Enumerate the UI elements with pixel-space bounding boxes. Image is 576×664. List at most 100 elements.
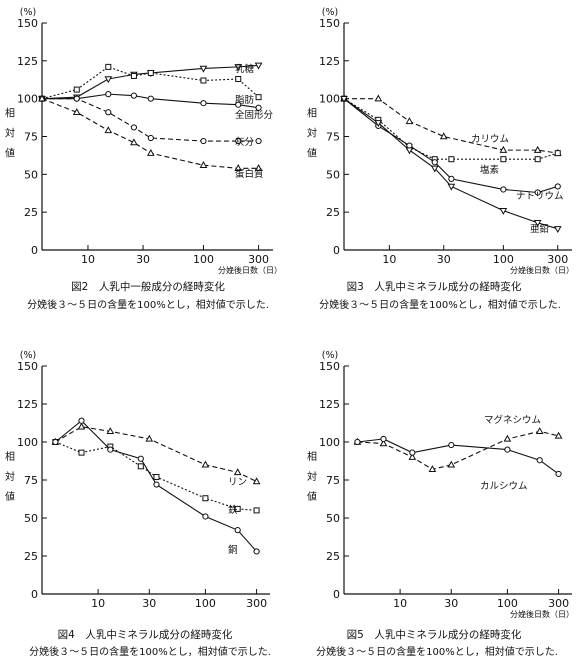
data-point [406, 142, 413, 149]
y-tick-label: 50 [326, 168, 340, 181]
data-point [145, 434, 154, 442]
series-4: 亜鉛 [340, 95, 562, 235]
figure-caption-title: 図4 人乳中ミネラル成分の経時変化 [58, 628, 233, 641]
y-tick-label: 25 [24, 206, 38, 219]
y-axis-label-char: 値 [5, 490, 15, 503]
data-point [52, 438, 59, 446]
y-tick-label: 150 [17, 360, 38, 373]
series-label: 灰分 [235, 136, 255, 148]
figure-caption-note: 分娩後３～５日の含量を100%とし，相対値で示した. [27, 298, 269, 311]
data-point [147, 69, 154, 76]
x-tick-label: 10 [91, 597, 105, 610]
y-tick-label: 125 [319, 55, 340, 68]
y-tick-label: 75 [24, 131, 38, 144]
data-point [202, 513, 209, 520]
series-5: 蛋白質 [38, 94, 264, 180]
data-point [253, 548, 260, 555]
data-point [553, 226, 562, 234]
x-tick-label: 30 [142, 597, 156, 610]
y-tick-label: 0 [333, 588, 340, 601]
series-line [55, 441, 257, 511]
data-point [534, 156, 541, 163]
data-point [374, 94, 383, 102]
y-axis-label-char: 相 [307, 450, 317, 463]
data-point [105, 91, 112, 98]
data-point [130, 124, 138, 131]
data-point [252, 477, 261, 485]
data-point [234, 505, 241, 512]
series-1: マグネシウム [353, 414, 563, 473]
data-point [504, 446, 511, 453]
data-point [105, 109, 112, 116]
y-axis-label-char: 対 [307, 470, 317, 483]
y-tick-label: 100 [17, 93, 38, 106]
chart-panel-1: 0 25 50 75 100 125 150 10 30 100 300 (%) 相対値分娩後日数（日）… [5, 7, 282, 311]
data-point [38, 94, 46, 102]
series-line [343, 98, 558, 230]
data-point [73, 86, 80, 93]
series-line [55, 426, 257, 483]
data-point [254, 164, 263, 171]
data-point [200, 100, 207, 107]
data-point [104, 76, 113, 84]
data-point [500, 156, 507, 163]
data-point [233, 468, 242, 476]
series-label: 塩素 [480, 164, 500, 176]
series-line [41, 64, 259, 100]
series-line [343, 98, 558, 194]
data-point [533, 220, 542, 227]
data-point [374, 120, 383, 128]
x-tick-label: 300 [246, 597, 267, 610]
data-point [130, 92, 138, 99]
series-label: カリウム [471, 134, 509, 145]
data-point [448, 175, 455, 182]
y-tick-label: 25 [24, 550, 38, 563]
data-point [405, 117, 414, 125]
series-label: 鉄 [228, 504, 238, 516]
data-point [146, 148, 155, 156]
data-point [147, 134, 154, 142]
y-unit-label: (%) [322, 7, 338, 18]
series-line [357, 430, 559, 470]
chart-panel-2: 0 25 50 75 100 125 150 10 30 100 300 (%) 相対値分娩後日数（日）… [307, 7, 574, 311]
y-tick-label: 150 [319, 17, 340, 30]
data-point [447, 460, 456, 468]
data-point [255, 137, 262, 145]
series-line [41, 98, 259, 169]
series-line [357, 438, 559, 475]
series-line [41, 66, 259, 100]
series-label: ナトリウム [516, 191, 564, 202]
data-point [73, 95, 80, 102]
y-axis-label-char: 相 [5, 107, 15, 120]
y-tick-label: 100 [17, 436, 38, 449]
x-tick-label: 10 [382, 253, 396, 266]
data-point [554, 431, 563, 439]
series-label: 乳糖 [235, 63, 255, 75]
y-tick-label: 0 [31, 588, 38, 601]
x-tick-label: 100 [193, 253, 214, 266]
data-point [130, 138, 138, 146]
y-axis-label-char: 対 [5, 127, 15, 140]
data-point [153, 473, 160, 480]
x-tick-label: 30 [136, 253, 150, 266]
data-point [235, 101, 242, 108]
data-point [554, 183, 561, 190]
y-axis-label-char: 値 [5, 147, 15, 160]
data-point [105, 63, 112, 70]
data-point [235, 75, 242, 82]
x-axis-label: 分娩後日数（日） [510, 609, 574, 619]
series-label: カルシウム [480, 481, 528, 492]
series-label: 全固形分 [235, 109, 274, 121]
data-point [340, 95, 348, 103]
data-point [130, 72, 137, 79]
figure-caption-title: 図3 人乳中ミネラル成分の経時変化 [347, 280, 522, 293]
y-tick-label: 50 [24, 168, 38, 181]
y-tick-label: 50 [24, 512, 38, 525]
y-unit-label: (%) [20, 7, 36, 18]
data-point [78, 449, 85, 456]
y-tick-label: 75 [326, 474, 340, 487]
y-tick-label: 150 [319, 360, 340, 373]
y-tick-label: 0 [333, 244, 340, 257]
data-point [409, 449, 416, 456]
